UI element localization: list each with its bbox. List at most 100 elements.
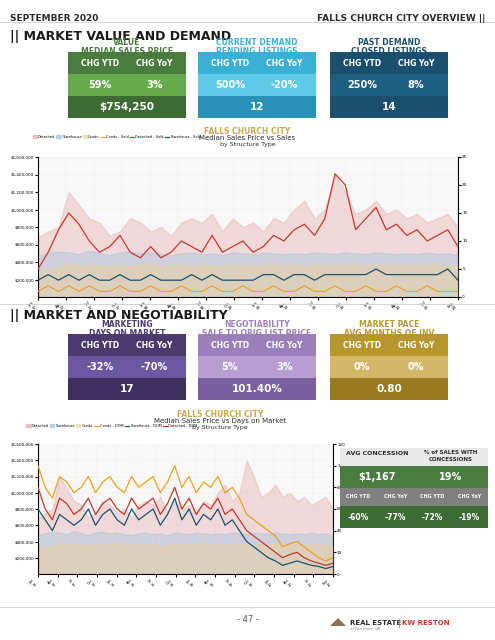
Text: of Northern VA: of Northern VA: [350, 627, 380, 631]
Townhouse - Sold: [435, 271, 441, 278]
Detached - Sold: [158, 254, 164, 262]
Text: CONCESSIONS: CONCESSIONS: [429, 457, 473, 462]
Text: by Structure Type: by Structure Type: [220, 142, 275, 147]
Townhouse - DOM: [86, 505, 92, 513]
Condo - Sold: [394, 282, 399, 290]
Townhouse - DOM: [229, 516, 235, 524]
Condo - DOM: [114, 483, 120, 491]
Condo - Sold: [178, 282, 184, 290]
Condo - Sold: [240, 282, 246, 290]
Text: -72%: -72%: [422, 513, 443, 522]
Townhouse - DOM: [330, 563, 336, 570]
Condo - Sold: [158, 287, 164, 295]
Text: CHG YTD: CHG YTD: [343, 58, 381, 67]
Townhouse - DOM: [107, 505, 113, 513]
Condo - Sold: [445, 287, 451, 295]
Townhouse - Sold: [138, 276, 144, 284]
Bar: [414, 466, 488, 488]
Detached - Sold: [404, 232, 410, 239]
Text: DAYS ON MARKET: DAYS ON MARKET: [89, 329, 165, 338]
Detached - DOM: [265, 543, 271, 551]
Townhouse - DOM: [100, 511, 106, 518]
Detached - DOM: [237, 516, 243, 524]
Text: MARKETING: MARKETING: [101, 320, 153, 329]
Condo - Sold: [138, 287, 144, 295]
Condo - DOM: [194, 489, 199, 497]
Townhouse - Sold: [424, 271, 430, 278]
Townhouse - Sold: [168, 276, 174, 284]
Condo - DOM: [71, 489, 77, 497]
Text: CHG YoY: CHG YoY: [384, 495, 407, 499]
Condo - Sold: [291, 287, 297, 295]
Detached - DOM: [71, 511, 77, 518]
Text: PAST DEMAND: PAST DEMAND: [358, 38, 420, 47]
Townhouse - Sold: [352, 271, 358, 278]
Detached - Sold: [414, 226, 420, 234]
Townhouse - Sold: [230, 276, 236, 284]
Text: SALE TO ORIG LIST PRICE: SALE TO ORIG LIST PRICE: [202, 329, 311, 338]
Condo - Sold: [97, 287, 102, 295]
Townhouse - DOM: [157, 522, 163, 529]
Townhouse - Sold: [455, 276, 461, 284]
Detached - Sold: [373, 204, 379, 211]
Townhouse - Sold: [343, 271, 348, 278]
Text: 17: 17: [120, 384, 134, 394]
Detached - Sold: [322, 215, 328, 223]
Text: 0%: 0%: [353, 362, 370, 372]
Detached - Sold: [117, 232, 123, 239]
Townhouse - Sold: [45, 271, 51, 278]
Text: 12: 12: [250, 102, 264, 112]
Townhouse - DOM: [78, 516, 84, 524]
Townhouse - Sold: [107, 276, 113, 284]
Detached - Sold: [394, 220, 399, 228]
Condo - Sold: [383, 287, 389, 295]
Condo - DOM: [244, 511, 249, 518]
Townhouse - DOM: [244, 538, 249, 545]
Detached - Sold: [66, 209, 72, 217]
Text: 14: 14: [382, 102, 396, 112]
Condo - Sold: [189, 287, 195, 295]
Condo - Sold: [455, 287, 461, 295]
Bar: [330, 74, 448, 96]
Text: 0%: 0%: [408, 362, 424, 372]
Townhouse - Sold: [281, 276, 287, 284]
Bar: [68, 356, 186, 378]
Townhouse - Sold: [35, 276, 41, 284]
Condo - DOM: [301, 543, 307, 551]
Townhouse - DOM: [222, 522, 228, 529]
Townhouse - DOM: [272, 557, 278, 565]
Detached - Sold: [240, 237, 246, 245]
Detached - DOM: [150, 494, 156, 502]
Bar: [340, 506, 488, 528]
Condo - DOM: [50, 494, 55, 502]
Text: by Structure Type: by Structure Type: [192, 425, 248, 430]
Detached - Sold: [148, 243, 153, 250]
Condo - DOM: [150, 473, 156, 481]
Townhouse - DOM: [56, 511, 62, 518]
Condo - Sold: [363, 282, 369, 290]
Condo - DOM: [164, 478, 170, 486]
Text: CHG YTD: CHG YTD: [211, 58, 249, 67]
Townhouse - DOM: [136, 516, 142, 524]
Condo - Sold: [127, 287, 133, 295]
Detached - DOM: [215, 494, 221, 502]
Detached - Sold: [168, 248, 174, 256]
Detached - DOM: [136, 505, 142, 513]
Text: 19%: 19%: [440, 472, 463, 482]
Text: AVG MONTHS OF INV: AVG MONTHS OF INV: [344, 329, 434, 338]
Condo - Sold: [322, 287, 328, 295]
Text: Median Sales Price vs Sales: Median Sales Price vs Sales: [199, 135, 296, 141]
Townhouse - DOM: [194, 522, 199, 529]
Townhouse - DOM: [143, 511, 149, 518]
Bar: [340, 488, 488, 506]
Townhouse - DOM: [316, 563, 322, 570]
Townhouse - DOM: [172, 494, 178, 502]
Bar: [330, 378, 448, 400]
Detached - Sold: [271, 232, 277, 239]
Townhouse - Sold: [189, 271, 195, 278]
Detached - Sold: [127, 248, 133, 256]
Detached - DOM: [316, 559, 322, 567]
Detached - DOM: [200, 500, 206, 508]
Detached - Sold: [312, 232, 318, 239]
Detached - DOM: [301, 554, 307, 561]
